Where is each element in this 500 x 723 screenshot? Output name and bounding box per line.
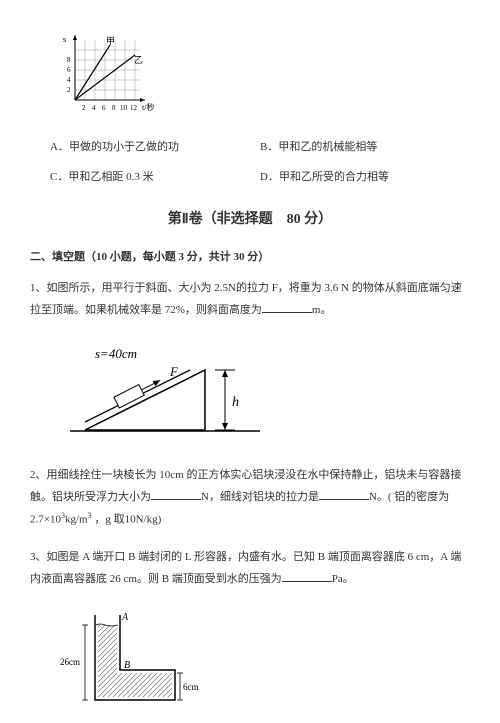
velocity-time-graph: 甲 乙 2 4 6 8 10 12 2 4 6 8 t/秒 s xyxy=(60,30,470,123)
svg-text:h: h xyxy=(232,395,239,410)
svg-text:s=40cm: s=40cm xyxy=(95,346,137,361)
svg-text:B: B xyxy=(124,660,130,671)
svg-text:26cm: 26cm xyxy=(60,657,80,667)
q3-text-a: 3、如图是 A 端开口 B 端封闭的 L 形容器，内盛有水。已知 B 端顶面离容… xyxy=(30,551,461,585)
q2-blank-2 xyxy=(319,488,369,500)
q3-blank xyxy=(282,570,332,582)
line-jia-label: 甲 xyxy=(106,36,115,46)
option-a: A．甲做的功小于乙做的功 xyxy=(50,133,260,163)
question-2: 2、用细线拴住一块棱长为 10cm 的正方体实心铝块浸没在水中保持静止，铝块未与… xyxy=(30,464,470,531)
svg-text:8: 8 xyxy=(67,56,71,64)
line-yi-label: 乙 xyxy=(134,55,143,65)
q1-blank xyxy=(262,301,312,313)
l-container-figure: A B 26cm 6cm xyxy=(60,605,470,723)
question-1: 1、如图所示，用平行于斜面、大小为 2.5N的拉力 F，将重为 3.6 N 的物… xyxy=(30,277,470,321)
q3-text-b: Pa。 xyxy=(332,573,354,585)
svg-text:4: 4 xyxy=(92,104,96,112)
svg-text:6: 6 xyxy=(67,66,71,74)
q2-text-e: ，g 取10N/kg) xyxy=(92,514,162,526)
q1-text-a: 1、如图所示，用平行于斜面、大小为 2.5N的拉力 F，将重为 3.6 N 的物… xyxy=(30,282,462,316)
svg-text:4: 4 xyxy=(67,76,71,84)
question-3: 3、如图是 A 端开口 B 端封闭的 L 形容器，内盛有水。已知 B 端顶面离容… xyxy=(30,546,470,590)
svg-text:2: 2 xyxy=(67,86,71,94)
svg-text:2: 2 xyxy=(82,104,86,112)
svg-text:s: s xyxy=(63,35,66,44)
option-c: C．甲和乙相距 0.3 米 xyxy=(50,163,260,193)
q1-text-b: m。 xyxy=(312,304,332,316)
svg-text:12: 12 xyxy=(130,104,138,112)
svg-text:F: F xyxy=(169,364,179,379)
sub-title: 二、填空题（10 小题，每小题 3 分，共计 30 分） xyxy=(30,248,470,268)
svg-text:t/秒: t/秒 xyxy=(142,102,154,112)
section-title: 第Ⅱ卷（非选择题 80 分） xyxy=(30,207,470,232)
q2-blank-1 xyxy=(151,488,201,500)
svg-text:6cm: 6cm xyxy=(183,682,199,692)
option-b: B．甲和乙的机械能相等 xyxy=(260,133,470,163)
incline-figure: s=40cm F h xyxy=(60,336,470,454)
q2-text-d: kg/m xyxy=(65,514,88,526)
option-d: D．甲和乙所受的合力相等 xyxy=(260,163,470,193)
mc-options: A．甲做的功小于乙做的功 B．甲和乙的机械能相等 C．甲和乙相距 0.3 米 D… xyxy=(50,133,470,193)
svg-text:6: 6 xyxy=(102,104,106,112)
svg-text:10: 10 xyxy=(120,104,128,112)
svg-text:8: 8 xyxy=(112,104,116,112)
q2-text-b: N，细线对铝块的拉力是 xyxy=(201,491,319,503)
svg-text:A: A xyxy=(121,612,129,623)
